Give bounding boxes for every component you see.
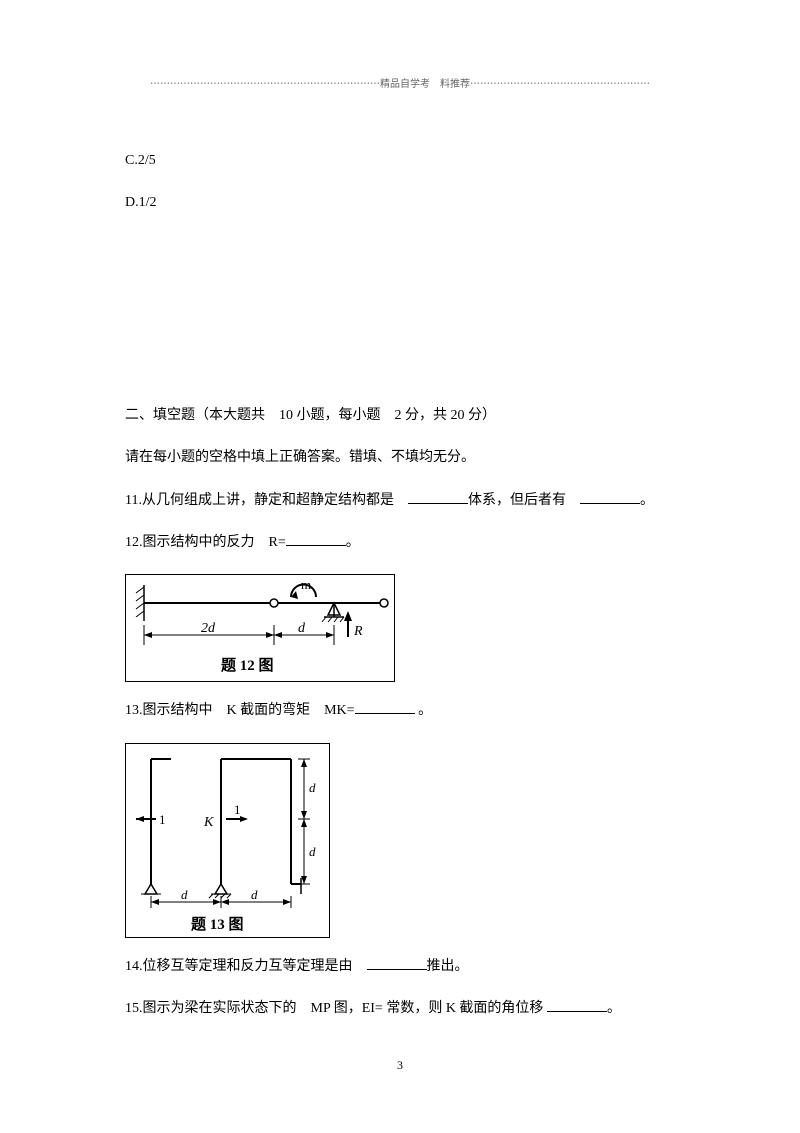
- blank: [547, 998, 607, 1012]
- q15-pre: 15.图示为梁在实际状态下的 MP 图，EI= 常数，则 K 截面的角位移: [125, 1001, 547, 1016]
- blank: [580, 490, 640, 504]
- header-decoration: ⋯⋯⋯⋯⋯⋯⋯⋯⋯⋯⋯⋯⋯⋯⋯⋯⋯⋯⋯⋯⋯⋯⋯精品自学考 料推荐⋯⋯⋯⋯⋯⋯⋯⋯…: [0, 75, 800, 90]
- section2-instruction: 请在每小题的空格中填上正确答案。错填、不填均无分。: [125, 447, 685, 469]
- blank: [355, 700, 415, 714]
- main-content: C.2/5 D.1/2 二、填空题（本大题共 10 小题，每小题 2 分，共 2…: [125, 150, 685, 1041]
- fig13-d-bl: d: [181, 887, 188, 902]
- question-15: 15.图示为梁在实际状态下的 MP 图，EI= 常数，则 K 截面的角位移 。: [125, 998, 685, 1020]
- q15-end: 。: [607, 1001, 621, 1016]
- fig12-m: m: [301, 577, 311, 592]
- question-11: 11.从几何组成上讲，静定和超静定结构都是 体系，但后者有 。: [125, 490, 685, 512]
- q12-pre: 12.图示结构中的反力 R=: [125, 535, 286, 550]
- blank: [286, 532, 346, 546]
- fig12-caption: 题 12 图: [221, 657, 274, 674]
- figure-12-svg: m R 2d d 题 12 图: [126, 575, 396, 683]
- q14-end: 推出。: [427, 959, 469, 974]
- q11-mid: 体系，但后者有: [468, 493, 580, 508]
- q11-pre: 11.从几何组成上讲，静定和超静定结构都是: [125, 493, 408, 508]
- blank: [367, 956, 427, 970]
- fig13-l1: 1: [159, 812, 166, 827]
- fig13-K: K: [203, 815, 214, 830]
- fig13-d-top: d: [309, 780, 316, 795]
- fig13-l2: 1: [234, 802, 241, 817]
- question-13: 13.图示结构中 K 截面的弯矩 MK= 。: [125, 700, 685, 722]
- blank: [408, 490, 468, 504]
- spacer: [125, 235, 685, 405]
- figure-13: 1 K 1 d d: [125, 743, 330, 938]
- q13-pre: 13.图示结构中 K 截面的弯矩 MK=: [125, 703, 355, 718]
- q11-end: 。: [640, 493, 654, 508]
- q13-end: 。: [415, 703, 433, 718]
- section2-title: 二、填空题（本大题共 10 小题，每小题 2 分，共 20 分）: [125, 405, 685, 427]
- figure-13-svg: 1 K 1 d d: [126, 744, 331, 939]
- fig12-d: d: [298, 621, 306, 636]
- q12-end: 。: [346, 535, 360, 550]
- q14-pre: 14.位移互等定理和反力互等定理是由: [125, 959, 367, 974]
- option-c: C.2/5: [125, 150, 685, 172]
- question-14: 14.位移互等定理和反力互等定理是由 推出。: [125, 956, 685, 978]
- figure-12: m R 2d d 题 12 图: [125, 574, 395, 682]
- question-12: 12.图示结构中的反力 R= 。: [125, 532, 685, 554]
- page-number: 3: [0, 1058, 800, 1073]
- fig13-caption: 题 13 图: [191, 916, 244, 933]
- fig12-R: R: [353, 624, 363, 639]
- option-d: D.1/2: [125, 192, 685, 214]
- fig13-d-bot: d: [309, 844, 316, 859]
- fig12-2d: 2d: [201, 621, 216, 636]
- fig13-d-br: d: [251, 887, 258, 902]
